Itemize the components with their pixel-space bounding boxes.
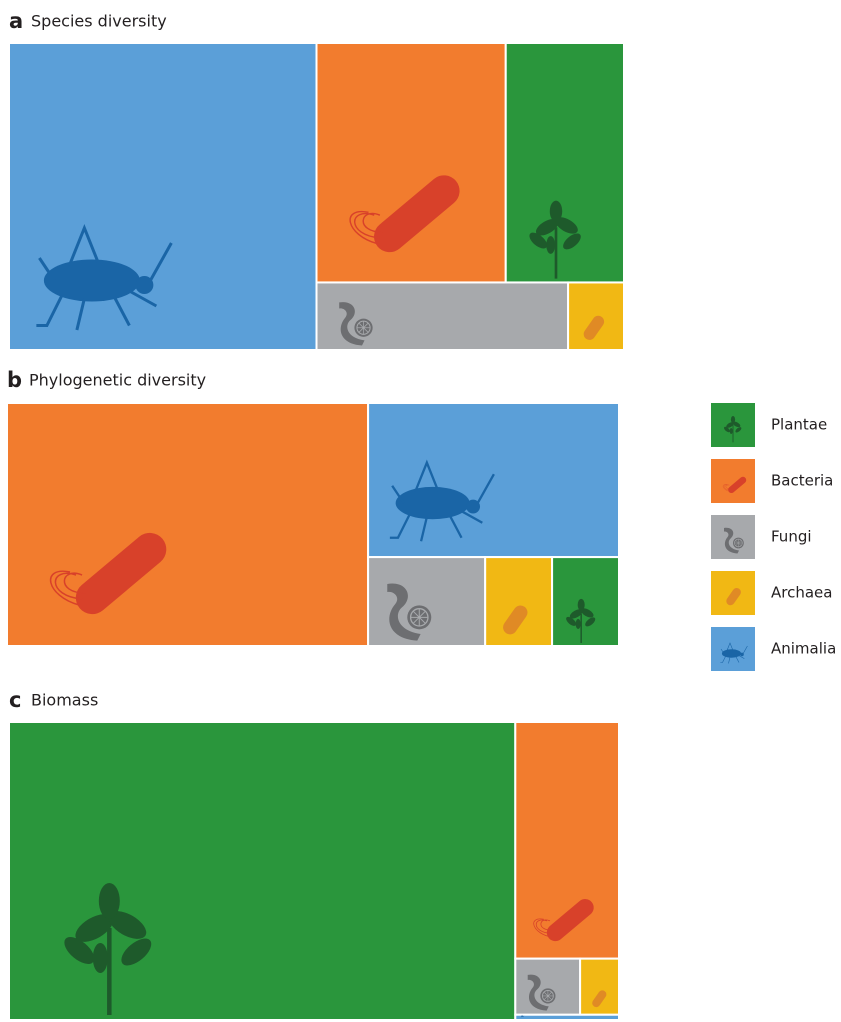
panel-label: c: [9, 688, 21, 712]
legend-label: Animalia: [771, 640, 836, 658]
panel-label: b: [7, 368, 22, 392]
treemap-cell: [485, 557, 552, 646]
legend-swatch: [711, 627, 755, 671]
legend-label: Bacteria: [771, 472, 833, 490]
treemap-cell: [580, 959, 619, 1015]
treemap-cell: [317, 43, 506, 282]
treemap-cell: [568, 282, 624, 350]
treemap-cell: [7, 403, 368, 646]
legend-label: Fungi: [771, 528, 812, 546]
treemap-cell: [9, 43, 317, 350]
treemap-panel: a Species diversity: [9, 9, 624, 350]
treemap-cell: [368, 403, 619, 557]
panel-title: Phylogenetic diversity: [29, 371, 206, 390]
treemap-cell: [368, 557, 485, 646]
treemap-panel: b Phylogenetic diversity: [7, 368, 619, 646]
figure: a Species diversity b Phylogenetic diversit…: [0, 0, 841, 1022]
treemap-cell: [552, 557, 619, 646]
treemap-cell: [515, 1015, 619, 1020]
panel-title: Species diversity: [31, 12, 167, 31]
treemap-panel: c Biomass: [9, 688, 619, 1020]
legend-label: Plantae: [771, 416, 827, 434]
treemap-cell: [9, 722, 515, 1020]
panel-label: a: [9, 9, 23, 33]
legend-label: Archaea: [771, 584, 832, 602]
panel-title: Biomass: [31, 691, 98, 710]
legend-swatch: [711, 459, 755, 503]
